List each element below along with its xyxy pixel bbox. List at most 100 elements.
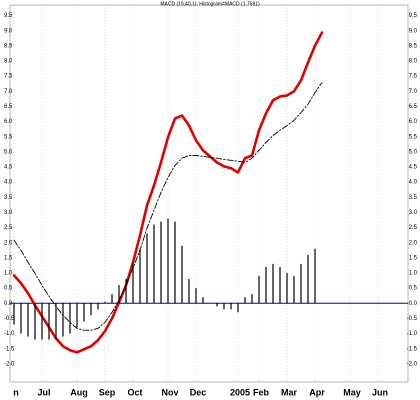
- y-tick-label-right: 3.0: [409, 210, 418, 216]
- histogram-bar: [223, 303, 225, 310]
- y-tick-label: 7.0: [4, 89, 13, 95]
- y-tick-label: 1.0: [4, 271, 13, 277]
- x-tick-label: Nov: [161, 387, 178, 397]
- y-tick-label: 9.5: [4, 13, 13, 19]
- histogram-bar: [104, 301, 106, 304]
- y-tick-label-right: 9.5: [409, 13, 418, 19]
- x-tick-label: Aug: [70, 387, 88, 397]
- y-tick-label-right: -2.0: [407, 361, 418, 367]
- histogram-bar: [286, 272, 288, 304]
- histogram-bar: [48, 303, 50, 340]
- y-tick-label-right: 0.0: [409, 301, 418, 307]
- y-tick-label-right: 9.0: [409, 28, 418, 34]
- histogram-bar: [258, 276, 260, 304]
- y-tick-label: 9.0: [4, 28, 13, 34]
- y-tick-label: 4.0: [4, 180, 13, 186]
- histogram-bar: [272, 263, 274, 304]
- y-tick-label-right: 4.5: [409, 165, 418, 171]
- y-tick-label: 2.0: [4, 240, 13, 246]
- histogram-bar: [13, 303, 15, 325]
- signal-line: [13, 82, 323, 331]
- chart-title: MACD (19,40,1), Histogram=MACD (1.7591): [160, 1, 260, 7]
- histogram-bar: [293, 276, 295, 304]
- y-tick-label: 0.5: [4, 286, 13, 292]
- y-tick-label-right: 1.0: [409, 271, 418, 277]
- histogram-bar: [132, 263, 134, 304]
- macd-line: [12, 31, 324, 354]
- histogram-bar: [153, 224, 155, 304]
- y-tick-label-right: 0.5: [409, 286, 418, 292]
- y-tick-label: 2.5: [4, 225, 13, 231]
- histogram-bar: [230, 303, 232, 310]
- y-tick-label-right: 2.0: [409, 240, 418, 246]
- y-tick-label: 1.5: [4, 255, 13, 261]
- histogram-bar: [83, 303, 85, 322]
- histogram-bar: [314, 248, 316, 304]
- y-tick-label-right: -1.0: [407, 331, 418, 337]
- histogram-bar: [188, 279, 190, 304]
- x-tick-label: Oct: [127, 387, 142, 397]
- y-tick-label-right: 4.0: [409, 180, 418, 186]
- y-tick-label-right: 5.0: [409, 149, 418, 155]
- y-tick-label-right: 5.5: [409, 134, 418, 140]
- y-tick-label: 4.5: [4, 165, 13, 171]
- x-tick-label: May: [343, 387, 361, 397]
- plot-frame: [9, 4, 409, 383]
- y-tick-label: 6.0: [4, 119, 13, 125]
- histogram-bar: [41, 303, 43, 340]
- histogram-bar: [216, 303, 218, 307]
- y-tick-label-right: 3.5: [409, 195, 418, 201]
- x-tick-label: n: [13, 387, 19, 397]
- y-tick-label: -2.0: [4, 361, 15, 367]
- y-tick-label: 5.0: [4, 149, 13, 155]
- x-tick-label: Feb: [253, 387, 270, 397]
- histogram-bar: [160, 221, 162, 304]
- histogram-bar: [195, 288, 197, 304]
- histogram-bar: [307, 254, 309, 304]
- histogram-bar: [76, 303, 78, 328]
- histogram-bar: [174, 221, 176, 304]
- histogram-bar: [237, 303, 239, 313]
- x-tick-label: Dec: [190, 387, 207, 397]
- y-tick-label-right: 7.0: [409, 89, 418, 95]
- histogram-bar: [146, 233, 148, 304]
- histogram-bar: [251, 294, 253, 304]
- x-tick-label: Apr: [309, 387, 325, 397]
- histogram-bar: [97, 303, 99, 310]
- histogram-bar: [167, 218, 169, 304]
- y-tick-label-right: 1.5: [409, 255, 418, 261]
- y-tick-label: 5.5: [4, 134, 13, 140]
- y-tick-label: -1.0: [4, 331, 15, 337]
- histogram-bar: [300, 263, 302, 304]
- y-tick-label: 8.5: [4, 43, 13, 49]
- histogram-bar: [20, 303, 22, 334]
- x-tick-label: Jul: [37, 387, 50, 397]
- y-tick-label-right: -1.5: [407, 346, 418, 352]
- histogram-bar: [62, 303, 64, 337]
- histogram-bar: [125, 279, 127, 304]
- histogram-bar: [111, 294, 113, 304]
- y-tick-label-right: 8.0: [409, 59, 418, 65]
- y-tick-label-right: -0.5: [407, 316, 418, 322]
- y-tick-label: -1.5: [4, 346, 15, 352]
- histogram-bar: [55, 303, 57, 340]
- x-tick-label: Jun: [372, 387, 388, 397]
- histogram-bar: [181, 245, 183, 304]
- histogram-bar: [139, 248, 141, 304]
- y-tick-label: 7.5: [4, 74, 13, 80]
- histogram-bar: [118, 285, 120, 304]
- y-tick-label-right: 8.5: [409, 43, 418, 49]
- histogram-bar: [90, 303, 92, 316]
- histogram-bar: [69, 303, 71, 334]
- histogram-bar: [27, 303, 29, 337]
- histogram-bar: [265, 266, 267, 304]
- x-tick-label: Sep: [99, 387, 116, 397]
- y-tick-label: 6.5: [4, 104, 13, 110]
- y-tick-label-right: 2.5: [409, 225, 418, 231]
- histogram-bar: [279, 266, 281, 304]
- y-tick-label: -0.5: [4, 316, 15, 322]
- histogram-bar: [244, 297, 246, 304]
- histogram-bar: [34, 303, 36, 340]
- y-tick-label: 8.0: [4, 59, 13, 65]
